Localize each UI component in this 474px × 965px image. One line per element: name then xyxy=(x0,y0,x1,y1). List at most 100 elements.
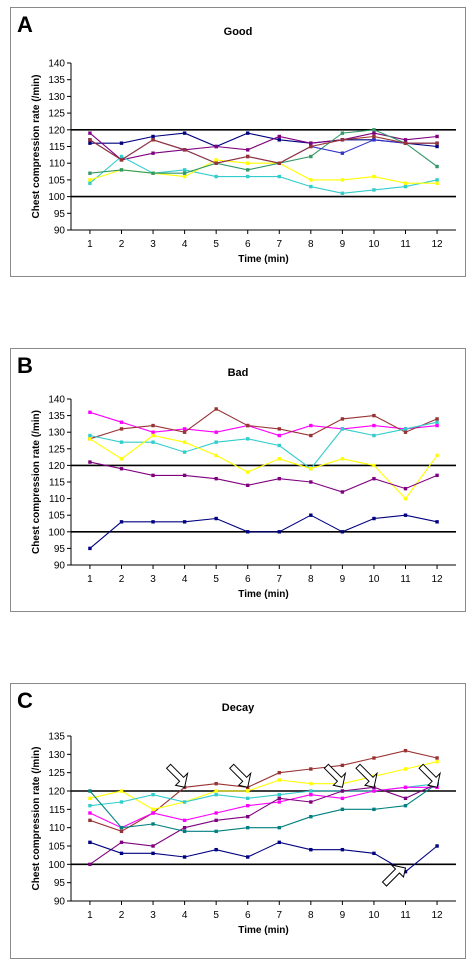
data-point xyxy=(403,486,408,491)
data-point xyxy=(372,756,376,760)
series-line xyxy=(89,135,438,164)
data-point xyxy=(246,174,250,179)
y-tick-label: 120 xyxy=(48,787,65,798)
data-point xyxy=(119,467,124,471)
data-point xyxy=(403,785,408,790)
data-point xyxy=(182,818,187,823)
data-point xyxy=(182,148,187,152)
data-point xyxy=(214,430,218,434)
x-tick-label: 3 xyxy=(150,910,156,921)
data-point xyxy=(119,829,124,834)
data-point xyxy=(151,138,155,142)
y-tick-label: 135 xyxy=(48,732,65,743)
data-point xyxy=(151,423,155,428)
x-tick-label: 10 xyxy=(368,910,380,921)
panel-letter: C xyxy=(17,688,33,713)
data-point xyxy=(340,178,345,182)
x-tick-label: 4 xyxy=(182,910,188,921)
data-point xyxy=(372,807,376,812)
data-point xyxy=(372,433,376,438)
data-point xyxy=(246,825,250,830)
data-point xyxy=(435,520,439,524)
data-point xyxy=(182,131,187,135)
series-line xyxy=(89,514,438,549)
data-point xyxy=(435,453,439,458)
data-point xyxy=(88,178,92,182)
data-point xyxy=(435,759,439,764)
data-point xyxy=(340,131,345,135)
x-tick-label: 3 xyxy=(150,574,156,585)
chart-title: Good xyxy=(223,26,253,38)
series-line xyxy=(89,434,438,500)
data-point xyxy=(403,184,408,189)
data-point xyxy=(372,188,376,192)
data-point xyxy=(435,423,439,428)
data-point xyxy=(340,138,345,142)
data-point xyxy=(119,520,124,524)
data-point xyxy=(246,161,250,165)
y-tick-label: 115 xyxy=(49,805,65,816)
x-tick-label: 4 xyxy=(182,574,188,585)
data-point xyxy=(214,789,218,793)
data-point xyxy=(88,546,92,551)
data-point xyxy=(309,781,313,786)
data-point xyxy=(403,869,408,874)
data-point xyxy=(246,483,250,488)
data-point xyxy=(88,818,92,823)
series-line xyxy=(89,461,438,493)
series-line xyxy=(89,155,438,194)
data-point xyxy=(403,496,408,501)
x-tick-label: 9 xyxy=(340,239,346,250)
x-tick-label: 8 xyxy=(308,910,314,921)
chart-panel-a: A Good 90 95 100 105 110 115 120 125 130 135 140 1 2… xyxy=(10,7,466,277)
data-point xyxy=(277,174,281,179)
y-tick-label: 100 xyxy=(48,192,65,203)
data-point xyxy=(277,161,281,165)
chart-title: Bad xyxy=(227,367,249,379)
y-tick-label: 95 xyxy=(54,209,66,220)
data-point xyxy=(88,138,92,142)
data-point xyxy=(340,151,345,155)
series-line xyxy=(89,783,438,832)
annotation-arrow xyxy=(323,763,347,788)
data-point xyxy=(182,855,187,859)
x-tick-label: 11 xyxy=(400,574,411,585)
data-point xyxy=(277,778,281,782)
data-point xyxy=(214,792,218,797)
x-tick-label: 9 xyxy=(340,910,346,921)
data-point xyxy=(214,158,218,162)
chart-panel-b: B Bad 90 95 100 105 110 115 120 125 130 135 140 1 2 3… xyxy=(10,348,466,612)
data-point xyxy=(277,840,281,845)
data-point xyxy=(403,796,408,801)
y-tick-label: 90 xyxy=(54,226,66,237)
data-point xyxy=(403,427,408,431)
data-point xyxy=(277,427,281,431)
data-point xyxy=(309,789,313,793)
data-point xyxy=(277,476,281,481)
series-line xyxy=(89,129,438,174)
y-tick-label: 140 xyxy=(48,395,65,406)
data-point xyxy=(214,811,218,815)
data-point xyxy=(277,792,281,797)
x-tick-label: 10 xyxy=(368,239,380,250)
data-point xyxy=(119,168,124,172)
data-point xyxy=(309,467,313,471)
data-point xyxy=(340,457,345,461)
y-tick-label: 110 xyxy=(49,494,65,505)
y-tick-label: 115 xyxy=(49,478,65,489)
data-point xyxy=(151,792,155,797)
data-point xyxy=(182,430,187,434)
x-tick-label: 1 xyxy=(87,239,93,250)
data-point xyxy=(372,463,376,468)
data-point xyxy=(119,154,124,159)
y-tick-label: 135 xyxy=(48,75,65,86)
data-point xyxy=(246,530,250,534)
data-point xyxy=(119,840,124,845)
x-tick-label: 8 xyxy=(308,239,314,250)
data-point xyxy=(214,781,218,786)
data-point xyxy=(403,138,408,142)
data-point xyxy=(246,803,250,808)
data-point xyxy=(246,470,250,474)
x-tick-label: 10 xyxy=(368,574,380,585)
data-point xyxy=(403,748,408,753)
